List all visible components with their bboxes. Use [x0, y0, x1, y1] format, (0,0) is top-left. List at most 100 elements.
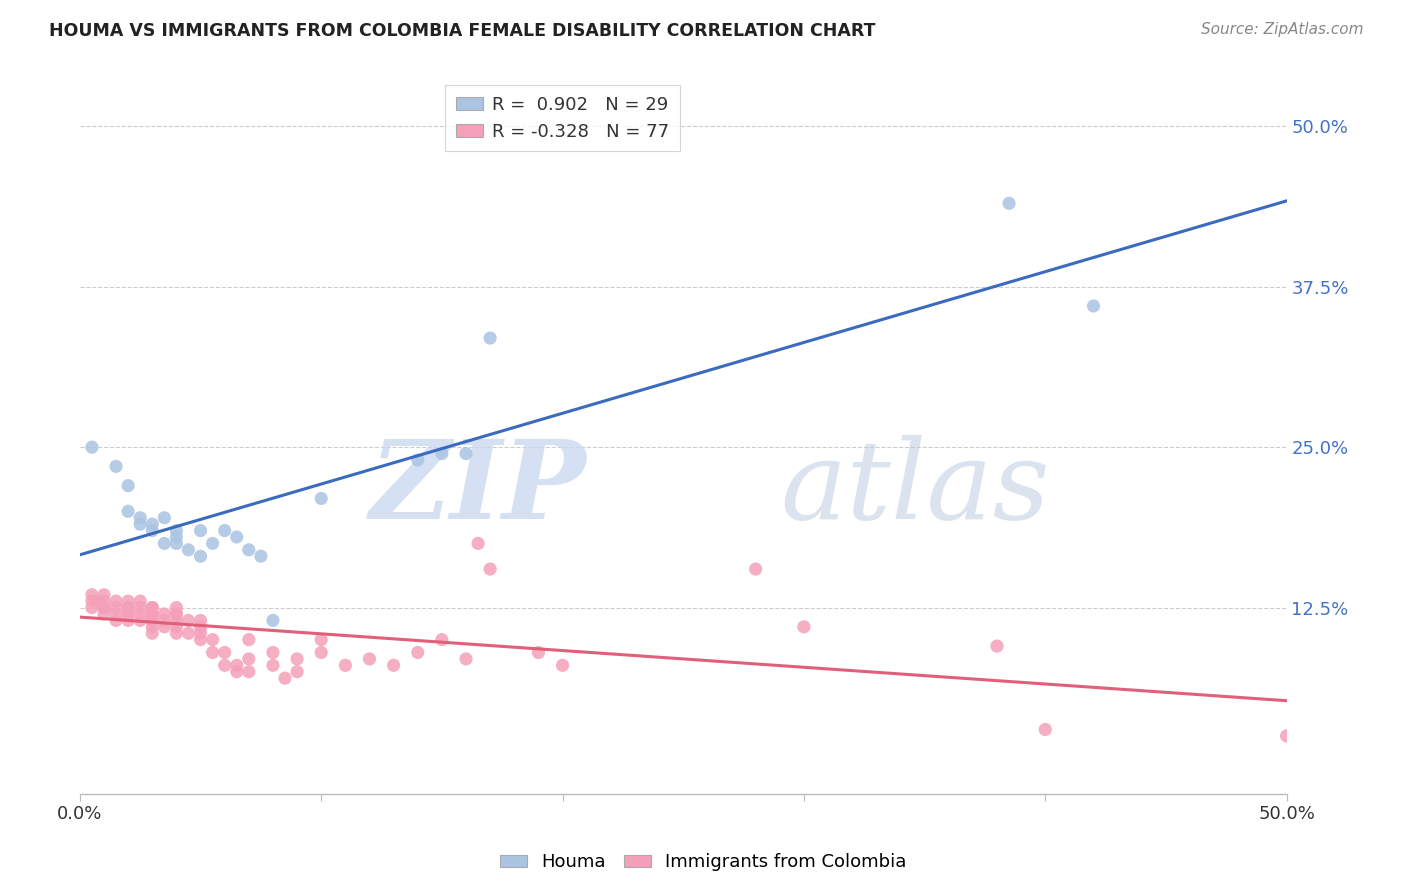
Point — [1275, 729, 1298, 743]
Point — [80, 594, 103, 608]
Point — [117, 614, 139, 628]
Point — [998, 196, 1021, 211]
Legend: Houma, Immigrants from Colombia: Houma, Immigrants from Colombia — [492, 847, 914, 879]
Point — [141, 517, 163, 532]
Point — [141, 600, 163, 615]
Point — [190, 632, 212, 647]
Point — [527, 645, 550, 659]
Point — [285, 665, 308, 679]
Point — [165, 524, 187, 538]
Point — [551, 658, 574, 673]
Point — [117, 478, 139, 492]
Point — [165, 530, 187, 544]
Point — [986, 639, 1008, 653]
Point — [201, 645, 224, 659]
Point — [93, 600, 115, 615]
Text: ZIP: ZIP — [370, 435, 586, 543]
Point — [190, 524, 212, 538]
Point — [86, 594, 108, 608]
Point — [382, 658, 405, 673]
Point — [93, 607, 115, 621]
Point — [214, 645, 236, 659]
Point — [214, 524, 236, 538]
Point — [141, 600, 163, 615]
Point — [117, 600, 139, 615]
Point — [153, 510, 176, 524]
Point — [479, 331, 502, 345]
Point — [105, 594, 128, 608]
Point — [117, 600, 139, 615]
Point — [262, 645, 284, 659]
Point — [165, 607, 187, 621]
Point — [309, 632, 332, 647]
Point — [93, 588, 115, 602]
Point — [80, 600, 103, 615]
Point — [129, 614, 152, 628]
Text: atlas: atlas — [780, 435, 1049, 543]
Point — [141, 607, 163, 621]
Point — [129, 510, 152, 524]
Legend: R =  0.902   N = 29, R = -0.328   N = 77: R = 0.902 N = 29, R = -0.328 N = 77 — [446, 85, 681, 152]
Point — [190, 549, 212, 564]
Point — [129, 517, 152, 532]
Point — [479, 562, 502, 576]
Point — [117, 504, 139, 518]
Point — [129, 600, 152, 615]
Point — [1033, 723, 1056, 737]
Point — [238, 665, 260, 679]
Text: Source: ZipAtlas.com: Source: ZipAtlas.com — [1201, 22, 1364, 37]
Point — [165, 607, 187, 621]
Point — [744, 562, 766, 576]
Point — [165, 536, 187, 550]
Point — [250, 549, 273, 564]
Point — [214, 658, 236, 673]
Point — [153, 614, 176, 628]
Point — [141, 607, 163, 621]
Point — [129, 594, 152, 608]
Point — [225, 658, 247, 673]
Point — [309, 491, 332, 506]
Point — [141, 620, 163, 634]
Point — [335, 658, 357, 673]
Point — [141, 614, 163, 628]
Point — [190, 626, 212, 640]
Point — [177, 542, 200, 557]
Point — [93, 594, 115, 608]
Point — [406, 645, 429, 659]
Point — [153, 620, 176, 634]
Point — [793, 620, 815, 634]
Point — [359, 652, 381, 666]
Point — [177, 614, 200, 628]
Point — [105, 607, 128, 621]
Point — [274, 671, 297, 685]
Point — [165, 620, 187, 634]
Point — [117, 594, 139, 608]
Point — [80, 588, 103, 602]
Point — [238, 542, 260, 557]
Point — [238, 632, 260, 647]
Point — [225, 665, 247, 679]
Point — [153, 607, 176, 621]
Text: HOUMA VS IMMIGRANTS FROM COLOMBIA FEMALE DISABILITY CORRELATION CHART: HOUMA VS IMMIGRANTS FROM COLOMBIA FEMALE… — [49, 22, 876, 40]
Point — [93, 600, 115, 615]
Point — [201, 536, 224, 550]
Point — [430, 632, 453, 647]
Point — [141, 626, 163, 640]
Point — [165, 614, 187, 628]
Point — [141, 614, 163, 628]
Point — [454, 446, 477, 460]
Point — [105, 614, 128, 628]
Point — [165, 626, 187, 640]
Point — [141, 524, 163, 538]
Point — [1083, 299, 1105, 313]
Point — [129, 607, 152, 621]
Point — [262, 614, 284, 628]
Point — [225, 530, 247, 544]
Point — [430, 446, 453, 460]
Point — [467, 536, 489, 550]
Point — [406, 453, 429, 467]
Point — [238, 652, 260, 666]
Point — [201, 632, 224, 647]
Point — [165, 600, 187, 615]
Point — [190, 620, 212, 634]
